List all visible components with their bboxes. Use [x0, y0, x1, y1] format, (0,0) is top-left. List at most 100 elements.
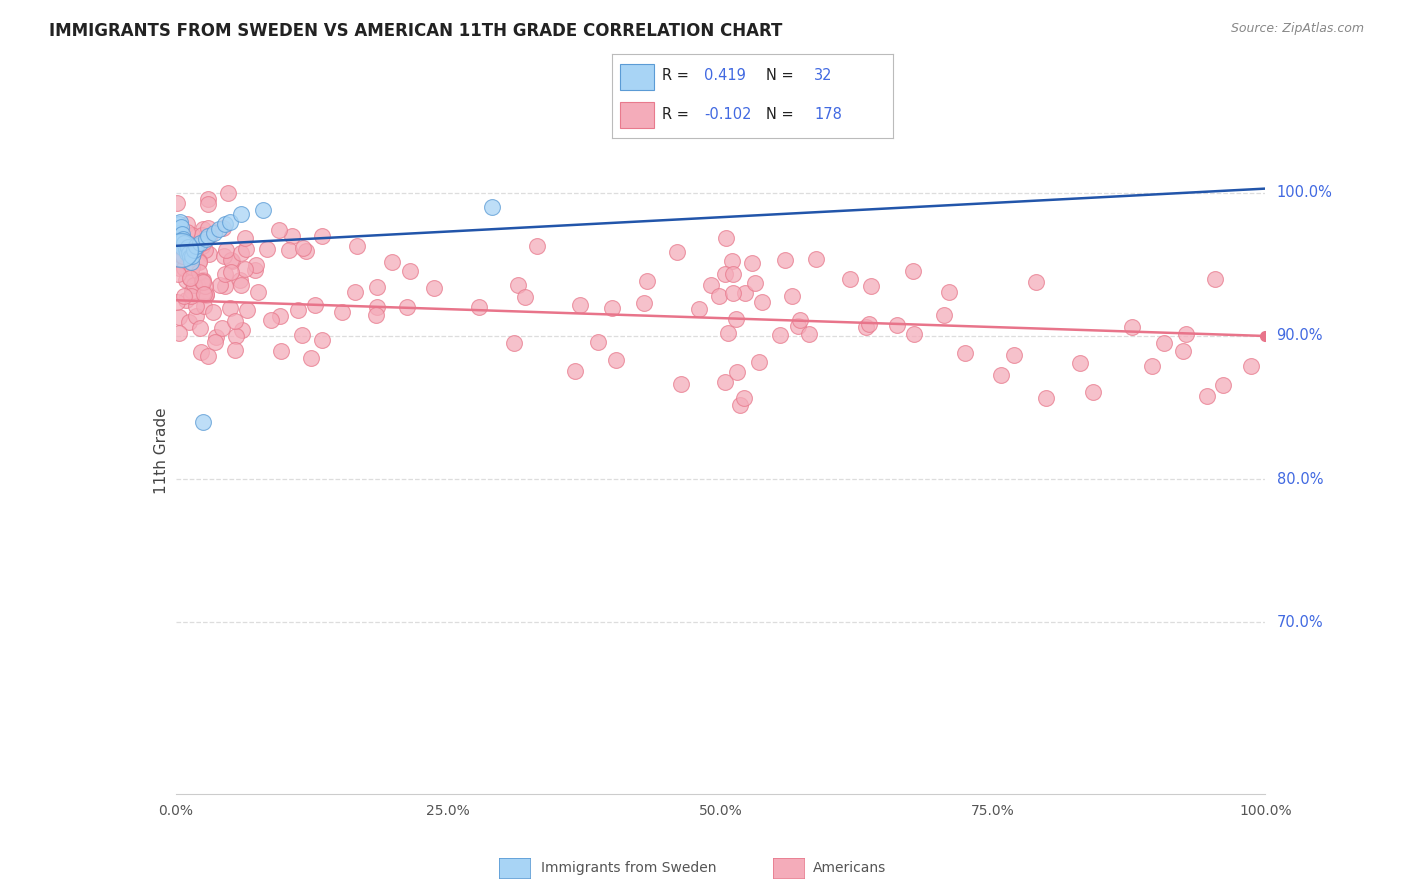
Point [741, 256, 763, 270]
Point [707, 289, 730, 303]
Point [173, 289, 195, 303]
Point [233, 230, 256, 244]
Point [191, 276, 214, 290]
Point [295, 244, 318, 258]
Point [167, 326, 190, 341]
Point [769, 328, 792, 343]
Point [204, 330, 226, 344]
Point [225, 329, 247, 343]
Point [1140, 359, 1163, 373]
Point [194, 287, 217, 301]
Point [191, 415, 214, 429]
Point [202, 226, 225, 240]
Point [233, 262, 256, 277]
Point [179, 250, 201, 264]
Point [1035, 391, 1057, 405]
Point [194, 244, 217, 258]
Point [193, 287, 215, 301]
Point [838, 272, 860, 286]
Point [515, 290, 537, 304]
Point [201, 305, 224, 319]
Point [214, 267, 236, 281]
Point [1195, 389, 1218, 403]
Point [299, 351, 322, 365]
Point [586, 334, 609, 349]
Point [714, 375, 737, 389]
Point [186, 239, 208, 253]
Point [564, 364, 586, 378]
Point [277, 244, 299, 258]
Point [176, 225, 198, 239]
Text: 80.0%: 80.0% [1277, 472, 1323, 486]
Point [751, 294, 773, 309]
Text: R =: R = [662, 69, 689, 83]
Point [190, 344, 212, 359]
Point [734, 285, 756, 300]
Point [172, 227, 194, 242]
Point [304, 298, 326, 312]
Point [1002, 348, 1025, 362]
Point [716, 231, 738, 245]
Point [173, 260, 195, 275]
Point [721, 285, 744, 300]
Point [170, 233, 193, 247]
Point [269, 310, 291, 324]
Text: Americans: Americans [813, 861, 886, 875]
Point [193, 222, 215, 236]
Point [311, 333, 333, 347]
Text: 32: 32 [814, 69, 832, 83]
Point [231, 323, 253, 337]
Point [177, 246, 200, 260]
Point [204, 334, 226, 349]
Point [671, 377, 693, 392]
Point [176, 246, 198, 260]
Point [218, 301, 240, 315]
Point [181, 249, 204, 263]
Point [903, 326, 925, 341]
Point [1081, 384, 1104, 399]
Point [214, 279, 236, 293]
Point [343, 285, 366, 299]
Point [855, 320, 877, 334]
Point [193, 235, 215, 249]
Point [219, 214, 242, 228]
Point [191, 273, 214, 287]
Point [183, 277, 205, 292]
Point [184, 299, 207, 313]
Point [219, 265, 242, 279]
Point [217, 186, 239, 200]
Point [782, 289, 804, 303]
Point [858, 318, 880, 332]
Point [1171, 344, 1194, 359]
Point [381, 254, 404, 268]
Point [208, 221, 231, 235]
Point [633, 296, 655, 310]
Point [170, 220, 193, 235]
Point [903, 264, 925, 278]
Point [330, 305, 353, 319]
Point [172, 241, 194, 255]
Point [700, 278, 723, 293]
Point [221, 253, 243, 268]
Point [733, 391, 755, 405]
Point [172, 232, 194, 246]
Point [184, 239, 207, 253]
Point [789, 313, 811, 327]
Point [636, 274, 658, 288]
Point [231, 278, 253, 293]
Point [1239, 359, 1261, 373]
Point [188, 265, 211, 279]
Point [955, 345, 977, 359]
Point [224, 343, 246, 358]
Point [311, 229, 333, 244]
Point [287, 303, 309, 318]
Point [179, 271, 201, 285]
Point [180, 288, 202, 302]
Point [191, 285, 214, 300]
Point [506, 277, 529, 292]
Point [228, 273, 250, 287]
Point [179, 270, 201, 285]
Y-axis label: 11th Grade: 11th Grade [153, 407, 169, 494]
Point [886, 318, 908, 332]
Point [179, 315, 201, 329]
